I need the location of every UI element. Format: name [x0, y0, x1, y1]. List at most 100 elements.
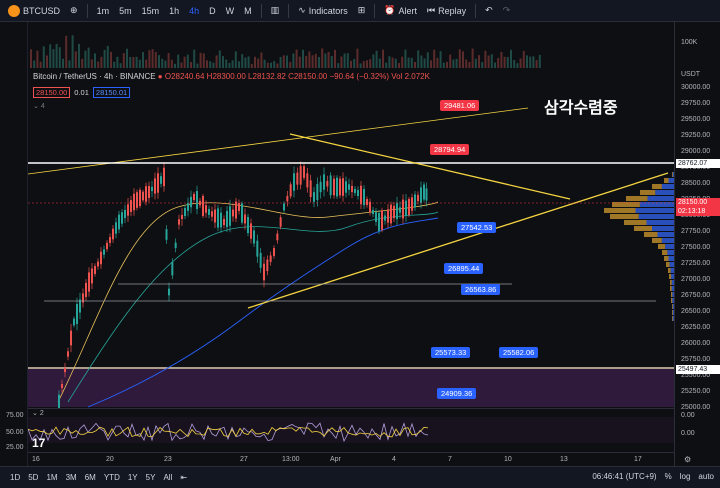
volume-profile-buy	[669, 262, 674, 267]
log-toggle[interactable]: log	[679, 472, 691, 481]
range-1m[interactable]: 1M	[46, 473, 58, 482]
countdown-tag: 02:13:18	[676, 207, 720, 216]
volume-bar	[378, 58, 381, 68]
ohlc-values: O28240.64 H28300.00 L28132.82 C28150.00 …	[164, 72, 430, 81]
price-callout[interactable]: 25573.33	[431, 347, 471, 358]
candle-body	[181, 214, 183, 220]
main-chart[interactable]	[27, 22, 674, 414]
price-callout[interactable]: 29481.06	[440, 100, 480, 111]
settings-button[interactable]: ⚙	[684, 455, 691, 464]
volume-bar	[458, 49, 461, 68]
volume-bar	[39, 61, 42, 68]
alert-button[interactable]: ⏰ Alert	[380, 3, 421, 18]
interval-1h[interactable]: 1h	[169, 5, 180, 16]
interval-1m[interactable]: 1m	[96, 5, 110, 16]
price-callout[interactable]: 25582.06	[499, 347, 539, 358]
indicators-button[interactable]: ∿ Indicators	[294, 3, 352, 18]
percent-toggle[interactable]: %	[664, 472, 672, 481]
volume-bar	[164, 60, 167, 68]
volume-bar	[452, 59, 455, 68]
symbol-title[interactable]: Bitcoin / TetherUS · 4h · BINANCE	[33, 72, 156, 81]
volume-bar	[33, 60, 36, 68]
chart-canvas[interactable]	[27, 22, 674, 414]
undo-icon: ↶	[485, 5, 493, 15]
interval-w[interactable]: W	[225, 5, 235, 16]
clock-timezone[interactable]: 06:46:41 (UTC+9)	[592, 472, 657, 481]
candle-body	[229, 206, 231, 226]
calendar-range-icon: ⇤	[180, 473, 188, 482]
indicator-toggle[interactable]: ⌄ 4	[33, 102, 45, 110]
interval-15m[interactable]: 15m	[141, 5, 160, 16]
interval-d[interactable]: D	[209, 5, 216, 16]
volume-bar	[49, 44, 52, 68]
chart-type-button[interactable]: ▥	[267, 3, 284, 18]
oscillator-canvas[interactable]	[27, 409, 674, 453]
redo-button[interactable]: ↷	[499, 3, 515, 18]
chevron-down-icon: ⌄	[32, 410, 40, 417]
osc-pane-label[interactable]: ⌄ 2	[32, 409, 44, 417]
add-symbol-button[interactable]: ⊕	[66, 3, 82, 18]
range-6m[interactable]: 6M	[84, 473, 96, 482]
range-all[interactable]: All	[163, 473, 173, 482]
bid-price[interactable]: 28150.00	[33, 87, 71, 98]
volume-bar	[129, 56, 132, 68]
time-axis[interactable]: 16 20 23 27 13:00 Apr 4 7 10 13 17	[28, 452, 674, 466]
volume-profile-buy	[652, 226, 674, 231]
candle-body	[106, 242, 108, 250]
price-tick: 28500.00	[681, 180, 711, 187]
volume-bar	[202, 53, 205, 68]
triangle-annotation-text[interactable]: 삼각수렴중	[544, 100, 618, 117]
candle-body	[286, 195, 289, 202]
replay-button[interactable]: ⏮ Replay	[423, 3, 470, 18]
undo-button[interactable]: ↶	[481, 3, 497, 18]
volume-bar	[266, 62, 269, 68]
layout-button[interactable]: ⊞	[354, 3, 370, 18]
oscillator-pane[interactable]	[27, 408, 674, 453]
volume-profile-buy	[665, 244, 674, 249]
price-tick: 29750.00	[681, 100, 711, 107]
volume-profile-sell	[652, 238, 662, 243]
date-range-button[interactable]: ⇤	[176, 471, 191, 484]
volume-bar	[375, 50, 378, 68]
volume-profile-sell	[658, 244, 666, 249]
price-callout[interactable]: 24909.36	[437, 388, 477, 399]
price-callout[interactable]: 27542.53	[457, 222, 497, 233]
volume-profile-buy	[672, 298, 674, 303]
volume-bar	[535, 60, 538, 68]
range-1d[interactable]: 1D	[10, 473, 21, 482]
volume-bar	[257, 58, 260, 68]
interval-m[interactable]: M	[244, 5, 252, 16]
price-callout[interactable]: 26563.86	[461, 284, 501, 295]
currency-label[interactable]: USDT	[681, 71, 701, 78]
candle-body	[61, 383, 63, 389]
volume-bar	[158, 55, 160, 68]
volume-profile-sell	[644, 232, 658, 237]
range-ytd[interactable]: YTD	[103, 473, 120, 482]
volume-profile-sell	[670, 280, 672, 285]
range-5y[interactable]: 5Y	[145, 473, 156, 482]
volume-bar	[103, 49, 106, 68]
candle-body	[375, 212, 377, 222]
symbol-search[interactable]: BTCUSD	[4, 3, 64, 19]
interval-5m[interactable]: 5m	[119, 5, 132, 16]
volume-bar	[414, 61, 416, 68]
volume-bar	[58, 47, 61, 68]
price-callout[interactable]: 26895.44	[444, 263, 484, 274]
volume-profile-sell	[652, 184, 662, 189]
auto-toggle[interactable]: auto	[698, 472, 714, 481]
price-axis[interactable]: 100K USDT 30000.00 29750.00 29500.00 29250.…	[674, 22, 720, 466]
candle-body	[100, 251, 102, 265]
candle-body	[124, 209, 126, 219]
tradingview-logo-icon[interactable]: 17	[32, 436, 46, 450]
ask-price[interactable]: 28150.01	[92, 87, 131, 98]
volume-bar	[494, 62, 496, 68]
time-label: 20	[106, 456, 114, 463]
interval-4h[interactable]: 4h	[189, 5, 200, 16]
range-1y[interactable]: 1Y	[127, 473, 138, 482]
range-5d[interactable]: 5D	[28, 473, 39, 482]
range-3m[interactable]: 3M	[65, 473, 77, 482]
price-callout[interactable]: 28794.94	[430, 144, 470, 155]
volume-bar	[314, 53, 317, 68]
candle-body	[269, 255, 272, 262]
triangle-upper-trendline	[289, 133, 571, 200]
